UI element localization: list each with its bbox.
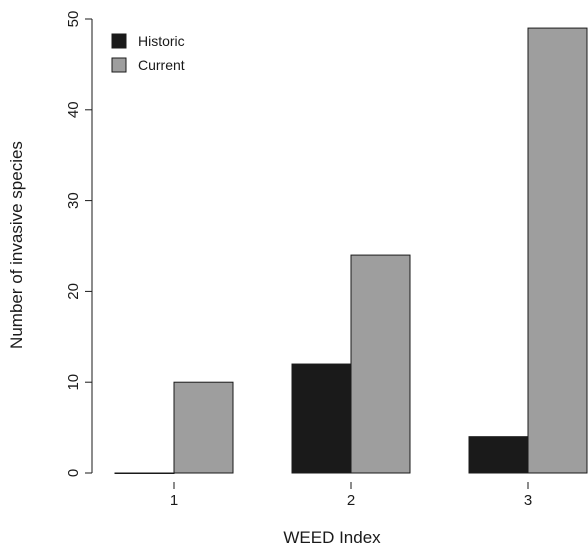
x-tick-label: 2 [347, 492, 355, 509]
legend-label-current: Current [138, 57, 185, 73]
x-axis-title: WEED Index [283, 528, 381, 547]
y-tick-label: 10 [65, 374, 82, 391]
bar-current-2 [350, 254, 411, 474]
y-tick-label: 20 [65, 283, 82, 300]
legend-swatch-historic [111, 33, 127, 49]
legend-swatch-current [111, 57, 127, 73]
x-tick-label: 3 [524, 492, 532, 509]
y-tick-label: 0 [65, 469, 82, 477]
bar-current-1 [173, 381, 234, 474]
y-tick-label: 40 [65, 101, 82, 118]
legend: Historic Current [111, 33, 185, 73]
y-axis: 0 10 20 30 40 50 [65, 11, 93, 477]
x-axis: 1 2 3 [170, 482, 532, 509]
y-tick-label: 30 [65, 192, 82, 209]
y-tick-label: 50 [65, 11, 82, 28]
bar-historic-2 [291, 363, 352, 474]
bar-current-3 [527, 27, 588, 474]
bar-historic-3 [468, 436, 529, 474]
legend-label-historic: Historic [138, 33, 185, 49]
bar-historic-1 [114, 472, 175, 474]
x-tick-label: 1 [170, 492, 178, 509]
y-axis-title: Number of invasive species [7, 141, 26, 349]
bars [114, 27, 588, 474]
